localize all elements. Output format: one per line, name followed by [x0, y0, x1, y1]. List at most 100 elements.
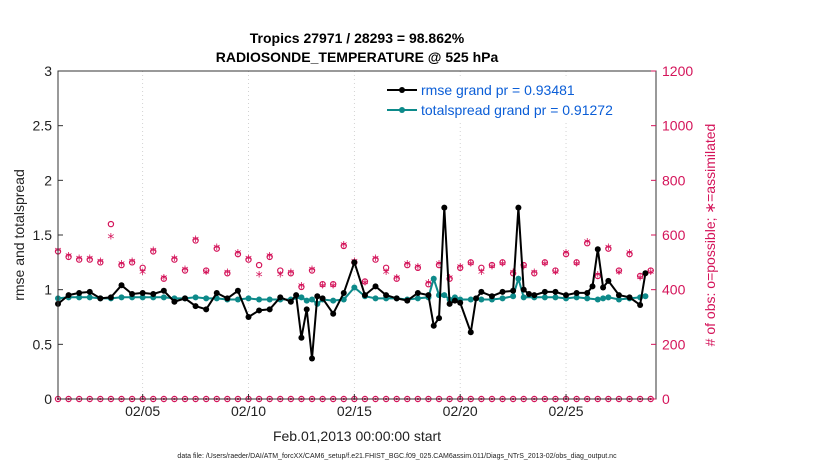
- rmse-point: [488, 293, 495, 300]
- rmse-point: [287, 298, 294, 305]
- obs-possible-point: [298, 283, 305, 291]
- legend-rmse-marker: [399, 87, 405, 93]
- right-tick-label: 200: [662, 336, 686, 352]
- obs-possible-point: [499, 259, 506, 266]
- rmse-point: [473, 295, 480, 302]
- rmse-point: [314, 293, 321, 300]
- obs-assimilated-point: *: [224, 267, 231, 283]
- rmse-point: [351, 259, 358, 266]
- obs-assimilated-point: *: [436, 259, 443, 275]
- obs-assimilated-point: *: [594, 270, 601, 286]
- obs-assimilated-point: *: [584, 237, 591, 253]
- rmse-point: [520, 286, 527, 293]
- obs-assimilated-point: *: [626, 248, 633, 264]
- obs-assimilated-point: *: [234, 248, 241, 264]
- obs-possible-point: [319, 281, 326, 288]
- rmse-point: [293, 292, 300, 299]
- rmse-point: [414, 289, 421, 296]
- totalspread-point: [203, 295, 210, 302]
- obs-assimilated-point: *: [605, 242, 612, 258]
- rmse-point: [457, 299, 464, 306]
- obs-possible-point: [150, 248, 157, 255]
- chart-subtitle: RADIOSONDE_TEMPERATURE @ 525 hPa: [216, 49, 499, 65]
- obs-possible-point: [605, 245, 612, 252]
- rmse-point: [594, 246, 601, 253]
- totalspread-point: [298, 294, 305, 301]
- totalspread-point: [351, 284, 358, 291]
- totalspread-point: [600, 295, 607, 302]
- obs-possible-point: [192, 237, 199, 244]
- rmse-point: [605, 277, 612, 284]
- totalspread-point: [642, 293, 649, 300]
- right-tick-label: 400: [662, 282, 686, 298]
- totalspread-point: [605, 294, 612, 301]
- x-axis-label: Feb.01,2013 00:00:00 start: [273, 428, 441, 444]
- x-axis-ticks: 02/05 02/10 02/15 02/20 02/25: [125, 394, 584, 419]
- obs-assimilated-point: *: [425, 278, 432, 294]
- obs-possible-point: [467, 259, 474, 266]
- obs-assimilated-point: *: [520, 261, 527, 277]
- legend-box: [383, 78, 651, 120]
- right-tick-label: 600: [662, 227, 686, 243]
- obs-possible-point: [636, 272, 644, 280]
- left-tick-label: 1: [44, 282, 52, 298]
- obs-assimilated-point: *: [446, 272, 453, 288]
- obs-assimilated-point: *: [414, 261, 421, 277]
- rmse-point: [515, 204, 522, 211]
- rmse-point: [478, 288, 485, 295]
- rmse-point: [303, 306, 310, 313]
- rmse-point: [446, 300, 453, 307]
- obs-possible-point: [446, 275, 453, 282]
- obs-assimilated-point: *: [319, 280, 326, 296]
- obs-possible-point: [171, 256, 178, 263]
- rmse-point: [118, 282, 125, 289]
- left-tick-label: 3: [44, 63, 52, 79]
- obs-possible-point: [478, 264, 485, 271]
- rmse-point: [600, 284, 607, 291]
- rmse-point: [441, 204, 448, 211]
- rmse-point: [129, 291, 136, 298]
- obs-assimilated-point: *: [637, 272, 644, 288]
- obs-assimilated-point: *: [97, 256, 104, 272]
- rmse-point: [499, 288, 506, 295]
- obs-possible-point: [361, 278, 369, 285]
- obs-assimilated-point: *: [171, 253, 178, 269]
- obs-possible-point: [86, 256, 93, 263]
- obs-assimilated-point: *: [573, 259, 580, 275]
- obs-possible-point: [234, 250, 242, 258]
- rmse-point: [563, 292, 570, 299]
- right-axis-label: # of obs: o=possible; ∗=assimilated: [702, 124, 718, 347]
- left-tick-label: 1.5: [33, 227, 53, 243]
- totalspread-point: [303, 297, 310, 304]
- rmse-point: [309, 355, 316, 362]
- obs-possible-point: [340, 242, 347, 250]
- rmse-point: [552, 288, 559, 295]
- left-axis-label: rmse and totalspread: [11, 169, 27, 301]
- rmse-point: [393, 295, 400, 302]
- totalspread-point: [309, 296, 316, 303]
- obs-possible-point: [626, 250, 633, 258]
- totalspread-point: [76, 294, 83, 301]
- obs-assimilated-point: *: [139, 267, 146, 283]
- obs-assimilated-point: *: [361, 278, 368, 294]
- obs-assimilated-point: *: [213, 242, 220, 258]
- totalspread-point: [467, 296, 474, 303]
- totalspread-point: [573, 294, 580, 301]
- left-tick-label: 2: [44, 172, 52, 188]
- rmse-point: [107, 294, 114, 301]
- rmse-point: [525, 291, 532, 298]
- x-tick-label: 02/05: [125, 403, 160, 419]
- rmse-point: [584, 289, 591, 296]
- obs-assimilated-point: *: [192, 234, 199, 250]
- totalspread-point: [192, 294, 199, 301]
- obs-possible-point: [393, 275, 400, 282]
- totalspread-point: [552, 294, 559, 301]
- obs-assimilated-point: *: [298, 280, 305, 296]
- rmse-line: [57, 207, 647, 359]
- rmse-point: [531, 292, 538, 299]
- obs-assimilated-point: *: [76, 253, 83, 269]
- rmse-point: [383, 292, 390, 299]
- obs-possible-point: [255, 261, 263, 269]
- obs-possible-point: [266, 253, 273, 261]
- obs-assimilated-point: *: [160, 272, 167, 288]
